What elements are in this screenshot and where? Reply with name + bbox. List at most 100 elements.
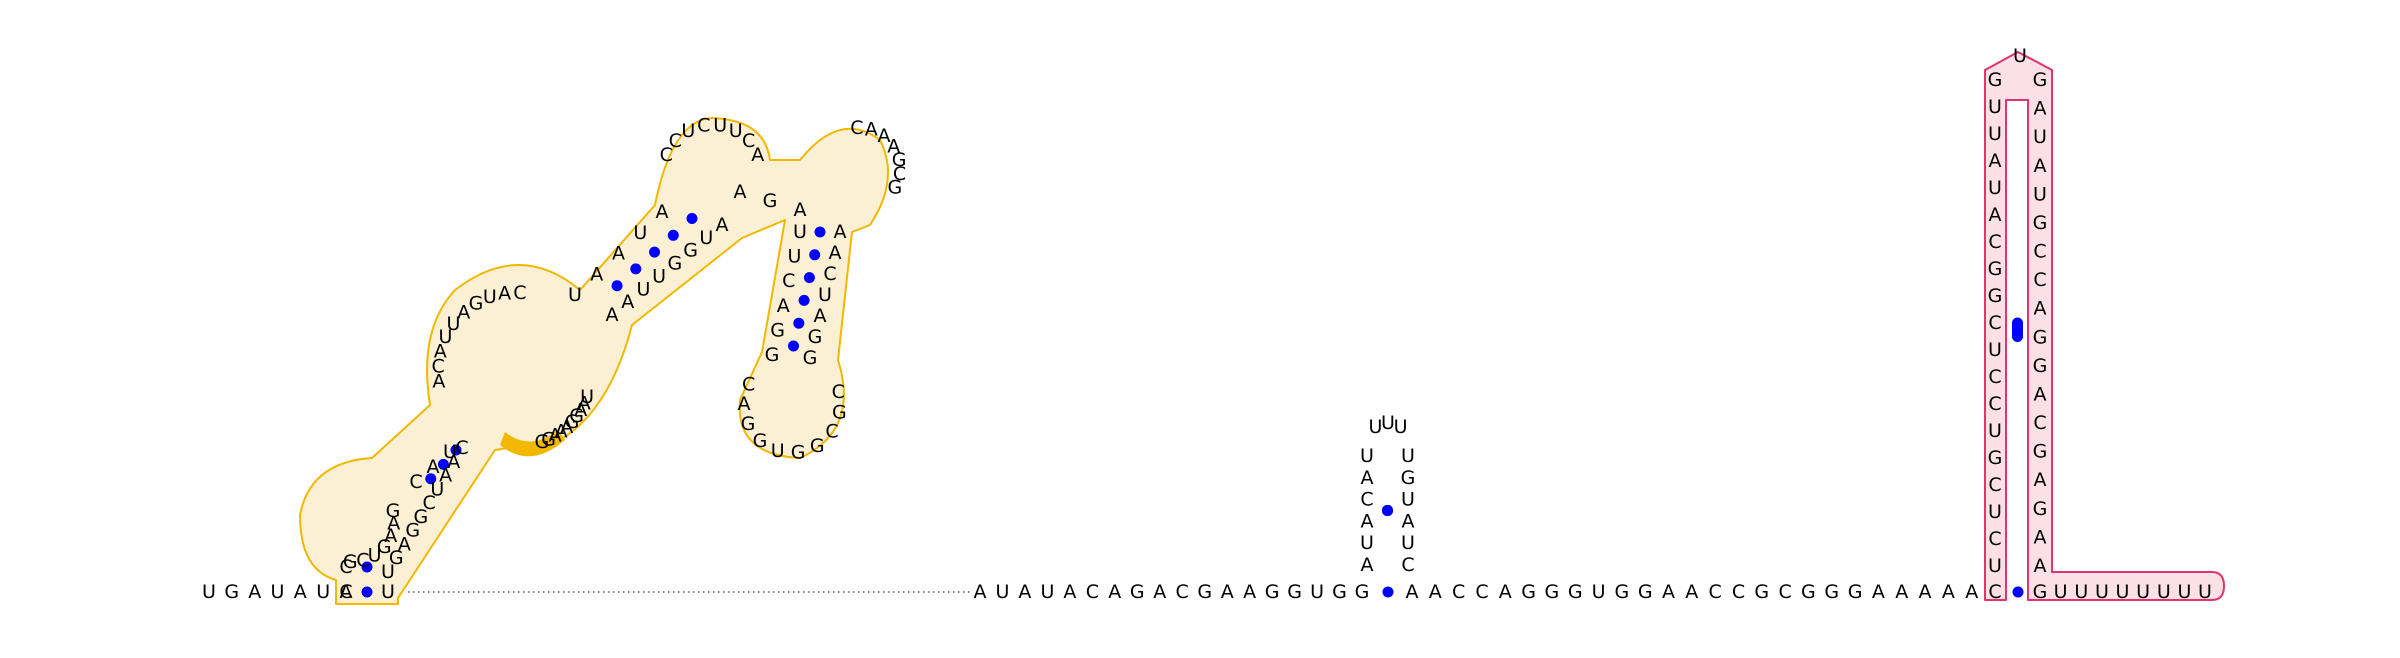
nucleotide-letter: A — [878, 125, 891, 147]
nucleotide-letter: A — [384, 525, 397, 547]
nucleotide-letter: A — [248, 581, 261, 603]
nucleotide-letter: A — [1361, 510, 1374, 532]
base-pair-dot — [361, 561, 373, 573]
nucleotide-letter: G — [763, 190, 778, 212]
base-pair-dot — [803, 272, 815, 284]
nucleotide-letter: G — [770, 319, 785, 341]
nucleotide-letter: U — [1381, 412, 1395, 434]
nucleotide-letter: U — [729, 120, 743, 142]
orange-highlight-region — [299, 117, 889, 605]
nucleotide-letter: U — [771, 440, 785, 462]
nucleotide-letter: A — [716, 214, 729, 236]
nucleotide-letter: U — [368, 544, 382, 566]
nucleotide-letter: G — [810, 435, 825, 457]
base-pair-dot — [2012, 586, 2024, 598]
nucleotide-letter: C — [1988, 581, 2001, 603]
nucleotide-letter: A — [432, 371, 445, 393]
nucleotide-letter: U — [443, 441, 457, 463]
nucleotide-letter: A — [1221, 581, 1234, 603]
nucleotide-letter: G — [2033, 355, 2048, 377]
nucleotide-letter: U — [1988, 501, 2002, 523]
nucleotide-letter: C — [356, 550, 369, 572]
nucleotide-letter: G — [1521, 581, 1536, 603]
nucleotide-letter: G — [1988, 285, 2003, 307]
nucleotide-letter: A — [1919, 581, 1932, 603]
nucleotide-letter: A — [1989, 204, 2002, 226]
nucleotide-letter: U — [2157, 581, 2171, 603]
nucleotide-letter: A — [387, 513, 400, 535]
nucleotide-letter: C — [1452, 581, 1465, 603]
nucleotide-letter: C — [825, 421, 838, 443]
nucleotide-letter: G — [2033, 498, 2048, 520]
nucleotide-letter: G — [2033, 581, 2048, 603]
nucleotide-letter: A — [2034, 98, 2047, 120]
nucleotide-letter: G — [386, 500, 401, 522]
base-pair-dot — [450, 444, 462, 456]
base-pair-dot — [425, 473, 437, 485]
nucleotide-letter: G — [1988, 69, 2003, 91]
nucleotide-letter: A — [974, 581, 987, 603]
nucleotide-letter: U — [2074, 581, 2088, 603]
nucleotide-letter: A — [590, 263, 603, 285]
nucleotide-letter: G — [753, 430, 768, 452]
nucleotide-letter: G — [1615, 581, 1630, 603]
nucleotide-letter: A — [612, 243, 625, 265]
nucleotide-letter: A — [434, 340, 447, 362]
base-pair-dot — [649, 246, 661, 258]
nucleotide-letter: G — [892, 149, 907, 171]
nucleotide-letter: U — [1988, 123, 2002, 145]
nucleotide-letter: U — [1310, 581, 1324, 603]
nucleotide-letter: C — [832, 381, 845, 403]
nucleotide-letter: C — [742, 373, 755, 395]
nucleotide-letter: U — [2013, 45, 2027, 67]
nucleotide-letter: C — [431, 355, 444, 377]
nucleotide-letter: G — [2033, 441, 2048, 463]
nucleotide-letter: A — [606, 304, 619, 326]
nucleotide-letter: A — [2034, 555, 2047, 577]
base-pair-dot — [2012, 331, 2023, 342]
nucleotide-letter: A — [1895, 581, 1908, 603]
nucleotide-letter: U — [1394, 416, 1408, 438]
nucleotide-letter: U — [483, 286, 497, 308]
nucleotide-letter: G — [1355, 581, 1370, 603]
nucleotide-letter: A — [555, 421, 568, 443]
nucleotide-letter: U — [1401, 489, 1415, 511]
nucleotide-letter: U — [1360, 532, 1374, 554]
nucleotide-letter: A — [794, 199, 807, 221]
nucleotide-letter: U — [2198, 581, 2212, 603]
nucleotide-letter: C — [782, 270, 795, 292]
nucleotide-letter: C — [1475, 581, 1488, 603]
nucleotide-letter: C — [893, 163, 906, 185]
nucleotide-letter: U — [446, 313, 460, 335]
nucleotide-letter: A — [865, 119, 878, 141]
nucleotide-letter: A — [1402, 510, 1415, 532]
base-pair-dot — [793, 317, 805, 329]
nucleotide-letter: A — [447, 451, 460, 473]
nucleotide-letter: C — [1086, 581, 1099, 603]
nucleotide-letter: G — [1848, 581, 1863, 603]
nucleotide-letter: A — [1965, 581, 1978, 603]
nucleotide-letter: C — [697, 115, 710, 137]
nucleotide-letter: C — [339, 556, 352, 578]
nucleotide-letter: G — [1332, 581, 1347, 603]
nucleotide-letter: U — [1040, 581, 1054, 603]
nucleotide-letter: A — [1989, 150, 2002, 172]
nucleotide-letter: G — [1265, 581, 1280, 603]
base-pair-dot — [1382, 505, 1393, 516]
nucleotide-letter: A — [829, 242, 842, 264]
nucleotide-letter: U — [381, 581, 395, 603]
nucleotide-letter: G — [565, 411, 580, 433]
nucleotide-letter: A — [498, 283, 511, 305]
nucleotide-letter: G — [405, 520, 420, 542]
nucleotide-letter: U — [818, 284, 832, 306]
nucleotide-letter: C — [1778, 581, 1791, 603]
nucleotide-letter: C — [2033, 241, 2046, 263]
nucleotide-letter: C — [742, 130, 755, 152]
nucleotide-letter: A — [1872, 581, 1885, 603]
nucleotide-letter: C — [2033, 269, 2046, 291]
nucleotide-letter: U — [1592, 581, 1606, 603]
nucleotide-letter: C — [1709, 581, 1722, 603]
nucleotide-letter: A — [457, 302, 470, 324]
nucleotide-letter: C — [850, 117, 863, 139]
